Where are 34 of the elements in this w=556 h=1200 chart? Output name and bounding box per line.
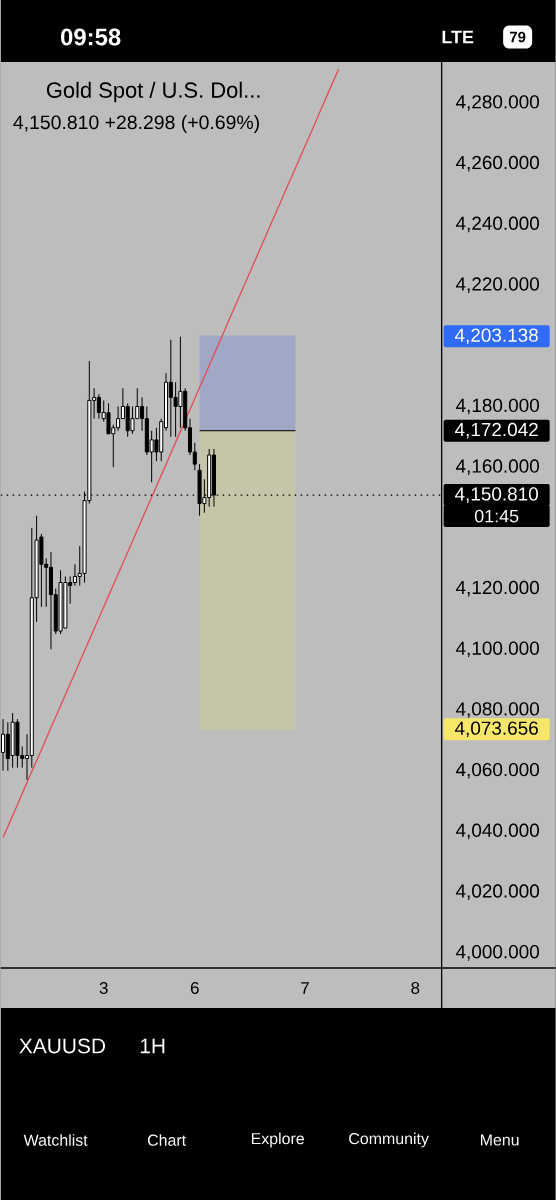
y-tick-label: 4,280.000	[455, 95, 539, 111]
text: 01:45	[474, 509, 519, 523]
x-tick-label: 7	[301, 982, 309, 994]
y-tick-label: 4,020.000	[455, 884, 539, 900]
text: Explore	[251, 1132, 304, 1148]
y-tick-label: 4,260.000	[455, 155, 539, 172]
y-tick-label: 4,160.000	[455, 459, 539, 475]
y-tick-label: 4,220.000	[455, 277, 539, 293]
ref-line-label: 4,150.810	[454, 487, 538, 503]
x-tick-label: 8	[411, 981, 420, 994]
text: LTE	[442, 30, 474, 44]
y-tick-label: 4,060.000	[455, 762, 539, 779]
x-tick-label: 6	[190, 981, 199, 994]
text: Community	[349, 1132, 429, 1148]
y-tick-label: 4,240.000	[455, 216, 539, 233]
text: 79	[509, 31, 526, 43]
y-tick-label: 4,080.000	[455, 702, 539, 718]
text: XAUUSD	[19, 1038, 105, 1054]
text: 4,172.042	[454, 422, 538, 439]
text: Menu	[480, 1134, 519, 1146]
y-tick-label: 4,180.000	[455, 398, 539, 415]
y-tick-label: 4,040.000	[455, 823, 539, 840]
text: 1H	[140, 1038, 165, 1054]
x-tick-label: 3	[99, 981, 108, 994]
text: 09:58	[60, 28, 121, 46]
text: 4,203.138	[454, 328, 538, 345]
y-tick-label: 4,000.000	[455, 944, 539, 961]
y-tick-label: 4,120.000	[455, 580, 539, 597]
text: 4,073.656	[454, 721, 538, 738]
text: Gold Spot / U.S. Dol...	[46, 81, 260, 103]
y-tick-label: 4,100.000	[455, 641, 539, 658]
text: 4,150.810 +28.298 (+0.69%)	[13, 114, 259, 134]
text: Chart	[147, 1134, 186, 1146]
text: Watchlist	[23, 1134, 88, 1146]
